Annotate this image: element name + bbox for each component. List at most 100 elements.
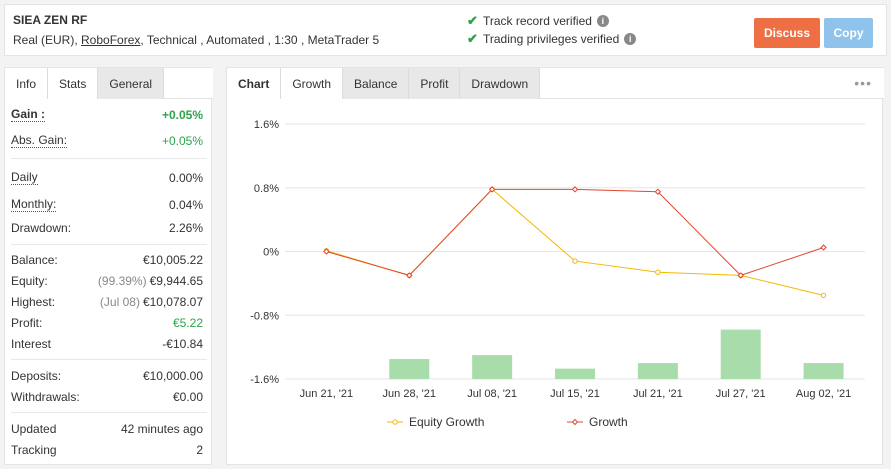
x-tick-label: Jun 28, '21 <box>383 388 436 400</box>
tracking-value: 2 <box>196 443 203 457</box>
more-dots-icon[interactable]: ••• <box>854 75 872 91</box>
x-tick-label: Jul 08, '21 <box>467 388 517 400</box>
stats-tabs: Info Stats General <box>5 68 213 99</box>
tab-growth[interactable]: Growth <box>280 68 344 99</box>
growth-legend-label: Growth <box>589 415 628 429</box>
interest-label: Interest <box>11 337 52 351</box>
system-details: Real (EUR), RoboForex, Technical , Autom… <box>13 33 380 47</box>
divider <box>11 158 207 159</box>
monthly-value: 0.04% <box>168 198 203 212</box>
stat-deposits: Deposits: €10,000.00 <box>11 367 203 385</box>
trading-privileges-verified: ✔ Trading privileges verified i <box>467 31 637 47</box>
highest-value: €10,078.07 <box>142 295 203 309</box>
growth-chart: Jun 21, '21 Jun 28, '21 Jul 08, '21 Jul 15,… <box>250 119 865 429</box>
volume-bar <box>720 329 761 379</box>
y-tick-label: 1.6% <box>254 119 279 131</box>
tab-stats[interactable]: Stats <box>47 68 99 99</box>
system-name: SIEA ZEN RF <box>13 13 88 27</box>
stat-drawdown: Drawdown: 2.26% <box>11 219 203 237</box>
daily-label[interactable]: Daily <box>11 170 38 185</box>
broker-link[interactable]: RoboForex <box>81 33 141 47</box>
check-icon: ✔ <box>467 13 478 28</box>
volume-bar <box>389 359 430 379</box>
equity-growth-legend-label: Equity Growth <box>409 415 484 429</box>
updated-label: Updated <box>11 422 57 436</box>
check-icon: ✔ <box>467 31 478 46</box>
chart-panel: Chart Growth Balance Profit Drawdown •••… <box>226 67 884 465</box>
equity-percent: (99.39%) <box>97 274 147 288</box>
stat-interest: Interest -€10.84 <box>11 335 203 353</box>
tab-profit[interactable]: Profit <box>409 68 461 99</box>
abs-gain-value: +0.05% <box>161 134 203 148</box>
volume-bar <box>803 363 844 379</box>
info-icon[interactable]: i <box>596 15 609 27</box>
drawdown-label: Drawdown: <box>11 221 72 235</box>
y-tick-label: 0.8% <box>254 183 279 195</box>
equity-value: €9,944.65 <box>149 274 203 288</box>
x-tick-label: Jul 27, '21 <box>716 388 766 400</box>
y-tick-label: -1.6% <box>250 374 279 386</box>
equity-value-group: (99.39%) €9,944.65 <box>98 274 203 288</box>
chart-tabs: Chart Growth Balance Profit Drawdown <box>227 68 884 99</box>
x-tick-label: Aug 02, '21 <box>796 388 851 400</box>
stat-withdrawals: Withdrawals: €0.00 <box>11 388 203 406</box>
stat-abs-gain: Abs. Gain: +0.05% <box>11 132 203 150</box>
x-tick-label: Jun 21, '21 <box>300 388 353 400</box>
y-tick-label: -0.8% <box>250 310 279 322</box>
divider <box>11 244 207 245</box>
divider <box>11 412 207 413</box>
drawdown-value: 2.26% <box>168 221 203 235</box>
account-type: Real (EUR) <box>13 33 75 47</box>
growth-point <box>406 272 413 279</box>
growth-point <box>571 186 579 193</box>
divider <box>11 359 207 360</box>
stat-equity: Equity: (99.39%) €9,944.65 <box>11 272 203 290</box>
updated-value: 42 minutes ago <box>120 422 203 436</box>
monthly-label[interactable]: Monthly: <box>11 197 57 212</box>
highest-value-group: (Jul 08) €10,078.07 <box>100 295 203 309</box>
info-icon[interactable]: i <box>624 33 637 45</box>
tracking-label: Tracking <box>11 443 57 457</box>
tab-general[interactable]: General <box>98 68 165 99</box>
gain-value: +0.05% <box>161 108 203 122</box>
equity-growth-line <box>326 188 824 296</box>
system-details-rest: , Technical , Automated , 1:30 , MetaTra… <box>140 33 380 47</box>
equity-growth-point <box>572 258 578 264</box>
growth-point <box>737 272 744 279</box>
stat-profit: Profit: €5.22 <box>11 314 203 332</box>
stat-daily: Daily 0.00% <box>11 169 203 187</box>
stat-monthly: Monthly: 0.04% <box>11 196 203 214</box>
x-tick-label: Jul 21, '21 <box>633 388 683 400</box>
stats-panel: Info Stats General Gain : +0.05% Abs. Ga… <box>4 67 213 465</box>
tab-drawdown[interactable]: Drawdown <box>460 68 541 99</box>
tab-info[interactable]: Info <box>5 68 48 99</box>
equity-growth-legend-marker <box>392 419 398 425</box>
profit-label: Profit: <box>11 316 43 330</box>
profit-value: €5.22 <box>172 316 203 330</box>
system-header: SIEA ZEN RF Real (EUR), RoboForex, Techn… <box>4 4 887 56</box>
gain-label[interactable]: Gain : <box>11 107 46 122</box>
growth-point <box>323 248 330 255</box>
stat-gain: Gain : +0.05% <box>11 106 203 124</box>
tab-balance[interactable]: Balance <box>343 68 410 99</box>
growth-point <box>488 186 496 193</box>
balance-value: €10,005.22 <box>142 253 203 267</box>
trading-privileges-verified-label: Trading privileges verified <box>483 32 620 46</box>
copy-button[interactable]: Copy <box>824 18 873 48</box>
highest-date: (Jul 08) <box>99 295 140 309</box>
deposits-label: Deposits: <box>11 369 62 383</box>
discuss-button[interactable]: Discuss <box>754 18 820 48</box>
growth-point <box>820 244 827 251</box>
volume-bar <box>555 368 595 379</box>
stat-highest: Highest: (Jul 08) €10,078.07 <box>11 293 203 311</box>
volume-bar <box>637 363 678 379</box>
stat-updated: Updated 42 minutes ago <box>11 420 203 438</box>
volume-bar <box>472 355 513 379</box>
stat-balance: Balance: €10,005.22 <box>11 251 203 269</box>
tab-chart[interactable]: Chart <box>227 68 281 99</box>
x-tick-label: Jul 15, '21 <box>550 388 600 400</box>
abs-gain-label[interactable]: Abs. Gain: <box>11 133 68 148</box>
highest-label: Highest: <box>11 295 56 309</box>
growth-point <box>654 188 662 195</box>
withdrawals-value: €0.00 <box>172 390 203 404</box>
